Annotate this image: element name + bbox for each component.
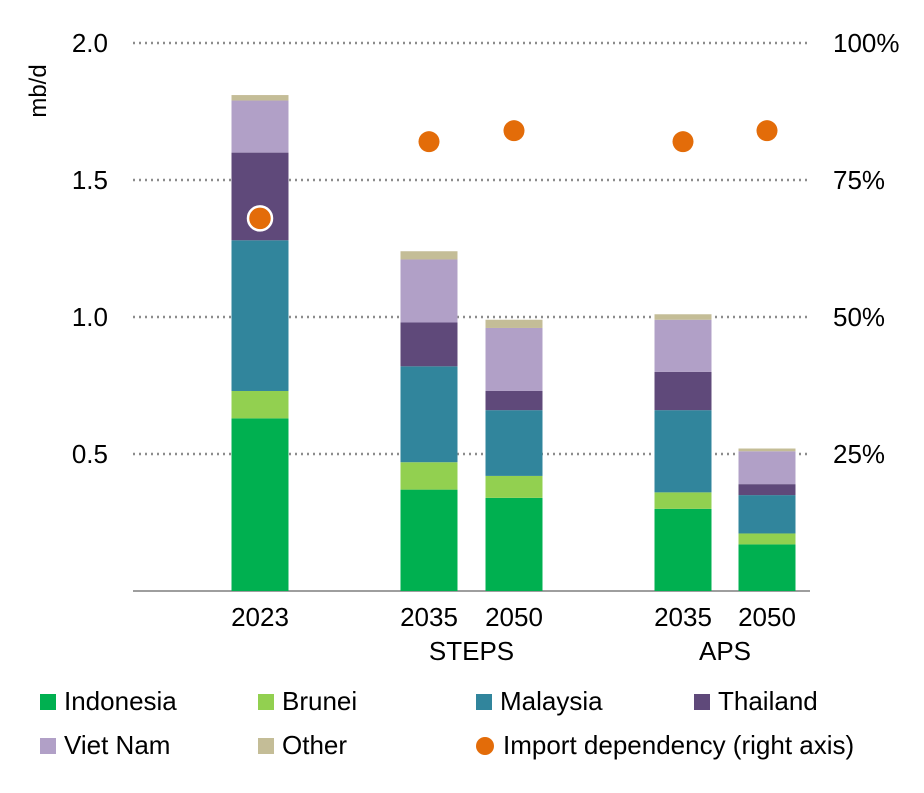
legend-marker-import-dependency: [476, 736, 494, 755]
bar-segment-brunei: [738, 533, 796, 545]
bar-segment-thailand: [738, 484, 796, 496]
bar-segment-indonesia: [654, 508, 712, 591]
bar-segment-indonesia: [485, 497, 543, 591]
y2-tick-label: 100%: [833, 28, 900, 58]
import-dependency-dot: [756, 120, 778, 142]
bar-segment-indonesia: [231, 418, 289, 591]
legend-item-other: Other: [258, 730, 347, 761]
bar-segment-brunei: [654, 492, 712, 509]
y-tick-label: 0.5: [72, 439, 108, 469]
legend-swatch-indonesia: [40, 693, 56, 710]
bar-segment-other: [231, 95, 289, 101]
legend-swatch-brunei: [258, 693, 274, 710]
bar-segment-brunei: [231, 390, 289, 419]
bar-segment-thailand: [654, 371, 712, 411]
bar-segment-thailand: [485, 390, 543, 411]
import-dependency-dot: [418, 131, 440, 153]
chart-area: 0.5 25% 1.0 50% 1.5 75% 2.0 100% mb/d 2023 2035 205…: [25, 28, 900, 666]
import-dependency-dot: [672, 131, 694, 153]
legend-swatch-thailand: [694, 693, 710, 710]
bar-segment-brunei: [485, 475, 543, 498]
legend-label-indonesia: Indonesia: [64, 686, 177, 716]
legend-label-import-dependency: Import dependency (right axis): [503, 730, 855, 760]
legend-label-thailand: Thailand: [718, 686, 818, 716]
legend-item-malaysia: Malaysia: [476, 686, 603, 717]
bar-segment-indonesia: [738, 544, 796, 591]
y2-tick-label: 50%: [833, 302, 885, 332]
bar-segment-malaysia: [400, 366, 458, 463]
x-tick-label: 2035: [654, 602, 712, 632]
bar-segment-viet-nam: [231, 100, 289, 153]
bar-segment-indonesia: [400, 489, 458, 591]
x-tick-label: 2035: [400, 602, 458, 632]
bar-segment-viet-nam: [738, 451, 796, 485]
bar-segment-viet-nam: [485, 327, 543, 391]
y-tick-label: 2.0: [72, 28, 108, 58]
y-tick-label: 1.5: [72, 165, 108, 195]
legend-label-brunei: Brunei: [282, 686, 358, 716]
legend-item-indonesia: Indonesia: [40, 686, 177, 717]
x-tick-label: 2050: [485, 602, 543, 632]
bar-segment-other: [485, 319, 543, 328]
x-tick-label: 2023: [231, 602, 289, 632]
legend-label-malaysia: Malaysia: [500, 686, 603, 716]
bar-segment-malaysia: [485, 410, 543, 476]
y-tick-label: 1.0: [72, 302, 108, 332]
legend-swatch-other: [258, 737, 274, 754]
legend-label-other: Other: [282, 730, 348, 760]
legend-swatch-viet-nam: [40, 737, 56, 754]
bar-segment-thailand: [400, 322, 458, 367]
bar-segment-malaysia: [654, 410, 712, 493]
y-axis-label: mb/d: [25, 64, 52, 117]
bar-segment-other: [400, 251, 458, 260]
group-label: APS: [699, 636, 751, 666]
bar-segment-viet-nam: [400, 259, 458, 323]
group-label: STEPS: [429, 636, 514, 666]
bar-segment-other: [738, 448, 796, 452]
bar-segment-malaysia: [231, 240, 289, 391]
y2-tick-label: 25%: [833, 439, 885, 469]
bar-segment-other: [654, 314, 712, 320]
bar-segment-malaysia: [738, 495, 796, 534]
legend-item-thailand: Thailand: [694, 686, 818, 717]
legend-label-viet-nam: Viet Nam: [64, 730, 171, 760]
import-dependency-dot: [246, 205, 274, 232]
legend-item-viet-nam: Viet Nam: [40, 730, 170, 761]
import-dependency-dot: [503, 120, 525, 142]
legend-item-import-dependency: Import dependency (right axis): [476, 730, 854, 761]
legend-swatch-malaysia: [476, 693, 492, 710]
legend-item-brunei: Brunei: [258, 686, 357, 717]
x-tick-label: 2050: [738, 602, 796, 632]
bar-segment-brunei: [400, 462, 458, 490]
y2-tick-label: 75%: [833, 165, 885, 195]
bar-segment-viet-nam: [654, 319, 712, 372]
